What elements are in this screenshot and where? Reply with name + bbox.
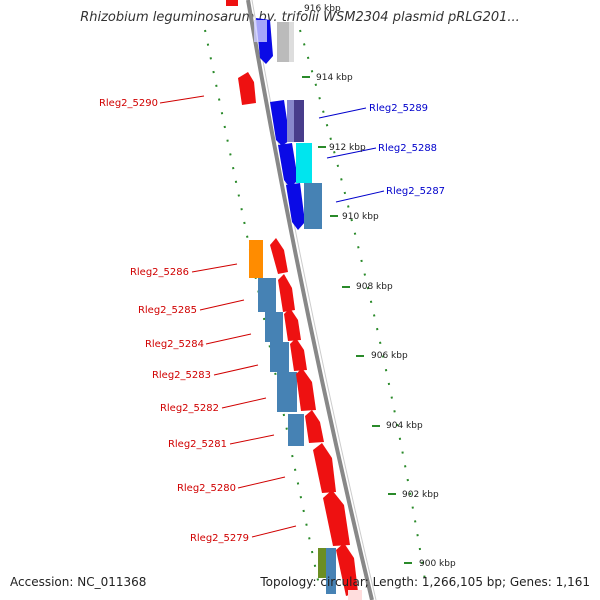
gene-label-rleg2-5282[interactable]: Rleg2_5282 (160, 403, 219, 414)
kbp-label: 904 kbp (386, 421, 423, 431)
outer-tick-track (299, 29, 426, 581)
gene-rleg2-5290[interactable] (238, 72, 256, 105)
gene-label-rleg2-5288[interactable]: Rleg2_5288 (378, 143, 437, 154)
accession-text: Accession: NC_011368 (10, 575, 147, 589)
gene-label-rleg2-5281[interactable]: Rleg2_5281 (168, 439, 227, 450)
gene-label-rleg2-5285[interactable]: Rleg2_5285 (138, 305, 197, 316)
gene-label-rleg2-5289[interactable]: Rleg2_5289 (369, 103, 428, 114)
gene-block-lower (249, 238, 362, 600)
gene-label-rleg2-5286[interactable]: Rleg2_5286 (130, 267, 189, 278)
gene-label-rleg2-5283[interactable]: Rleg2_5283 (152, 370, 211, 381)
kbp-label: 910 kbp (342, 212, 379, 222)
gene-label-rleg2-5280[interactable]: Rleg2_5280 (177, 483, 236, 494)
kbp-label: 908 kbp (356, 282, 393, 292)
gene-block-upper (226, 0, 294, 64)
kbp-label: 912 kbp (329, 143, 366, 153)
major-ticks (302, 76, 412, 564)
kbp-label: 902 kbp (402, 490, 439, 500)
kbp-label: 900 kbp (419, 559, 456, 569)
gene-label-rleg2-5284[interactable]: Rleg2_5284 (145, 339, 204, 350)
gene-label-rleg2-5287[interactable]: Rleg2_5287 (386, 186, 445, 197)
kbp-label: 906 kbp (371, 351, 408, 361)
kbp-label: 916 kbp (304, 4, 341, 14)
gene-block-5289-5287 (270, 100, 322, 230)
genome-backbone (246, 0, 374, 600)
gene-label-rleg2-5290[interactable]: Rleg2_5290 (99, 98, 158, 109)
leader-lines (159, 95, 385, 538)
map-title: Rhizobium leguminosarum bv. trifolii WSM… (80, 10, 520, 25)
kbp-label: 914 kbp (316, 73, 353, 83)
gene-label-rleg2-5279[interactable]: Rleg2_5279 (190, 533, 249, 544)
topology-text: Topology: circular; Length: 1,266,105 bp… (260, 575, 590, 589)
